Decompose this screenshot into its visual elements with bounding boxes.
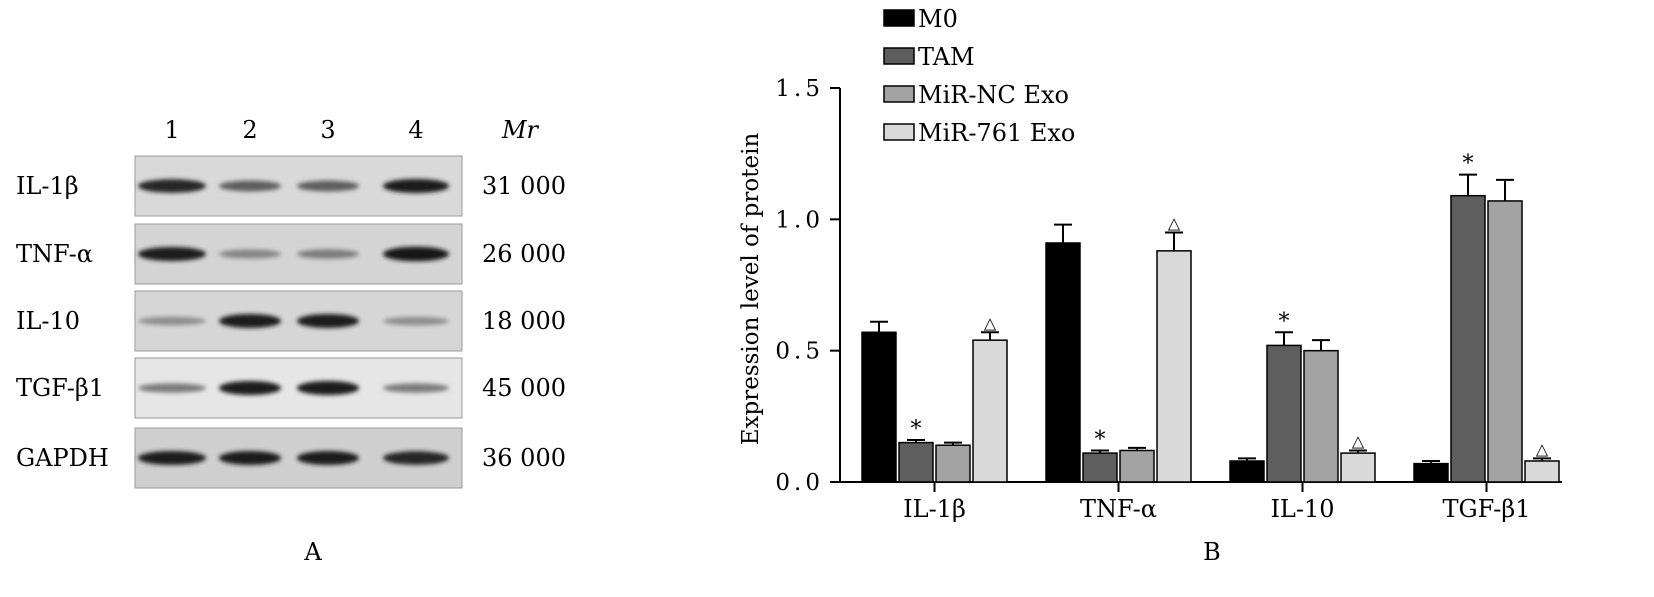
legend-item: M0 xyxy=(883,5,958,33)
significance-marker: * xyxy=(1463,152,1474,177)
legend-label: TAM xyxy=(918,43,975,71)
bar xyxy=(1229,460,1265,483)
mr-value: 18 000 xyxy=(482,307,566,335)
legend-item: MiR-761 Exo xyxy=(883,119,1075,147)
bar xyxy=(1303,349,1339,483)
y-tick-label: 0.5 xyxy=(775,339,824,365)
bar xyxy=(1340,452,1376,483)
blot-band xyxy=(138,179,206,193)
significance-marker: △ xyxy=(1168,213,1181,232)
bar xyxy=(1156,250,1192,483)
legend-label: MiR-NC Exo xyxy=(918,81,1069,109)
blot-row: IL-10 18 000 xyxy=(16,290,566,352)
blot-rows: IL-1β 31 000 TNF-α 26 000 IL-10 18 000 TGF-β1 4… xyxy=(16,155,566,489)
panel-b-label: B xyxy=(1203,538,1221,566)
mr-value: 26 000 xyxy=(482,240,566,268)
significance-marker: △ xyxy=(1536,439,1549,458)
legend-item: TAM xyxy=(883,43,975,71)
legend-swatch xyxy=(883,47,915,65)
legend-swatch xyxy=(883,9,915,27)
legend-label: M0 xyxy=(918,5,958,33)
significance-marker: * xyxy=(911,417,922,442)
blot-band xyxy=(138,383,206,393)
lane-labels: 1 2 3 4 xyxy=(164,116,423,144)
lane-label-2: 2 xyxy=(242,116,257,144)
blot-band xyxy=(297,380,359,396)
blot-band xyxy=(383,316,449,326)
blot-band xyxy=(219,313,281,329)
chart-legend: M0 TAM MiR-NC Exo MiR-761 Exo xyxy=(883,5,1075,147)
lane-label-1: 1 xyxy=(164,116,179,144)
significance-marker: * xyxy=(1279,309,1290,334)
blot-band xyxy=(219,380,281,396)
protein-label: IL-1β xyxy=(16,172,79,200)
blot-band xyxy=(297,450,359,466)
legend-item: MiR-NC Exo xyxy=(883,81,1069,109)
mr-value: 31 000 xyxy=(482,172,566,200)
blot-band xyxy=(383,178,449,194)
significance-marker: * xyxy=(1095,427,1106,452)
blot-row: TGF-β1 45 000 xyxy=(16,357,566,419)
lane-label-4: 4 xyxy=(408,116,423,144)
bar xyxy=(1045,242,1081,483)
bar xyxy=(898,441,934,483)
protein-label: IL-10 xyxy=(16,307,80,335)
mr-header: Mr xyxy=(501,116,540,144)
bar xyxy=(935,444,971,483)
legend-swatch xyxy=(883,123,915,141)
blot-band xyxy=(297,180,359,192)
bar xyxy=(1266,344,1302,483)
blot-band xyxy=(219,450,281,466)
bar xyxy=(1487,200,1523,483)
protein-label: GAPDH xyxy=(16,444,109,472)
bar xyxy=(1450,194,1486,483)
x-tick-label: IL-10 xyxy=(1270,495,1334,523)
mr-value: 45 000 xyxy=(482,374,566,402)
blot-band xyxy=(138,450,206,466)
western-blot-panel: 1 2 3 4 Mr IL-1β 31 000 TNF-α 26 000 IL-10 18 00… xyxy=(16,116,566,566)
significance-marker: △ xyxy=(1352,431,1365,450)
significance-marker: △ xyxy=(984,313,997,332)
blot-band xyxy=(219,180,281,192)
y-tick-label: 1.5 xyxy=(775,76,824,102)
bar-chart-panel: M0 TAM MiR-NC Exo MiR-761 Exo Expression le… xyxy=(738,5,1562,566)
legend-label: MiR-761 Exo xyxy=(918,119,1075,147)
protein-label: TNF-α xyxy=(16,240,93,268)
blot-row: TNF-α 26 000 xyxy=(16,223,566,285)
blot-band xyxy=(219,249,281,259)
blot-band xyxy=(138,246,206,262)
bar xyxy=(1413,462,1449,483)
y-axis-title: Expression level of protein xyxy=(738,133,764,446)
bar xyxy=(1082,452,1118,483)
mr-value: 36 000 xyxy=(482,444,566,472)
blot-band xyxy=(383,246,449,262)
x-tick-label: TGF-β1 xyxy=(1442,495,1530,523)
y-axis: 0.0 0.5 1.0 1.5 xyxy=(775,76,841,496)
protein-label: TGF-β1 xyxy=(16,374,104,402)
lane-label-3: 3 xyxy=(320,116,335,144)
blot-band xyxy=(138,316,206,326)
blot-row: IL-1β 31 000 xyxy=(16,155,566,217)
bars: * △ * △ * △ * △ xyxy=(861,152,1560,483)
blot-row: GAPDH 36 000 xyxy=(16,427,566,489)
x-tick-label: IL-1β xyxy=(903,495,966,523)
bar xyxy=(861,331,897,483)
bar xyxy=(972,339,1008,483)
blot-band xyxy=(383,383,449,393)
y-tick-label: 0.0 xyxy=(775,470,824,496)
y-tick-label: 1.0 xyxy=(775,207,824,233)
blot-band xyxy=(297,313,359,329)
x-tick-label: TNF-α xyxy=(1080,495,1157,523)
panel-a-label: A xyxy=(303,538,322,566)
bar xyxy=(1119,449,1155,483)
blot-band xyxy=(297,249,359,259)
legend-swatch xyxy=(883,85,915,103)
bar xyxy=(1524,460,1560,483)
blot-band xyxy=(383,451,449,465)
x-axis: IL-1β TNF-α IL-10 TGF-β1 xyxy=(840,481,1562,523)
